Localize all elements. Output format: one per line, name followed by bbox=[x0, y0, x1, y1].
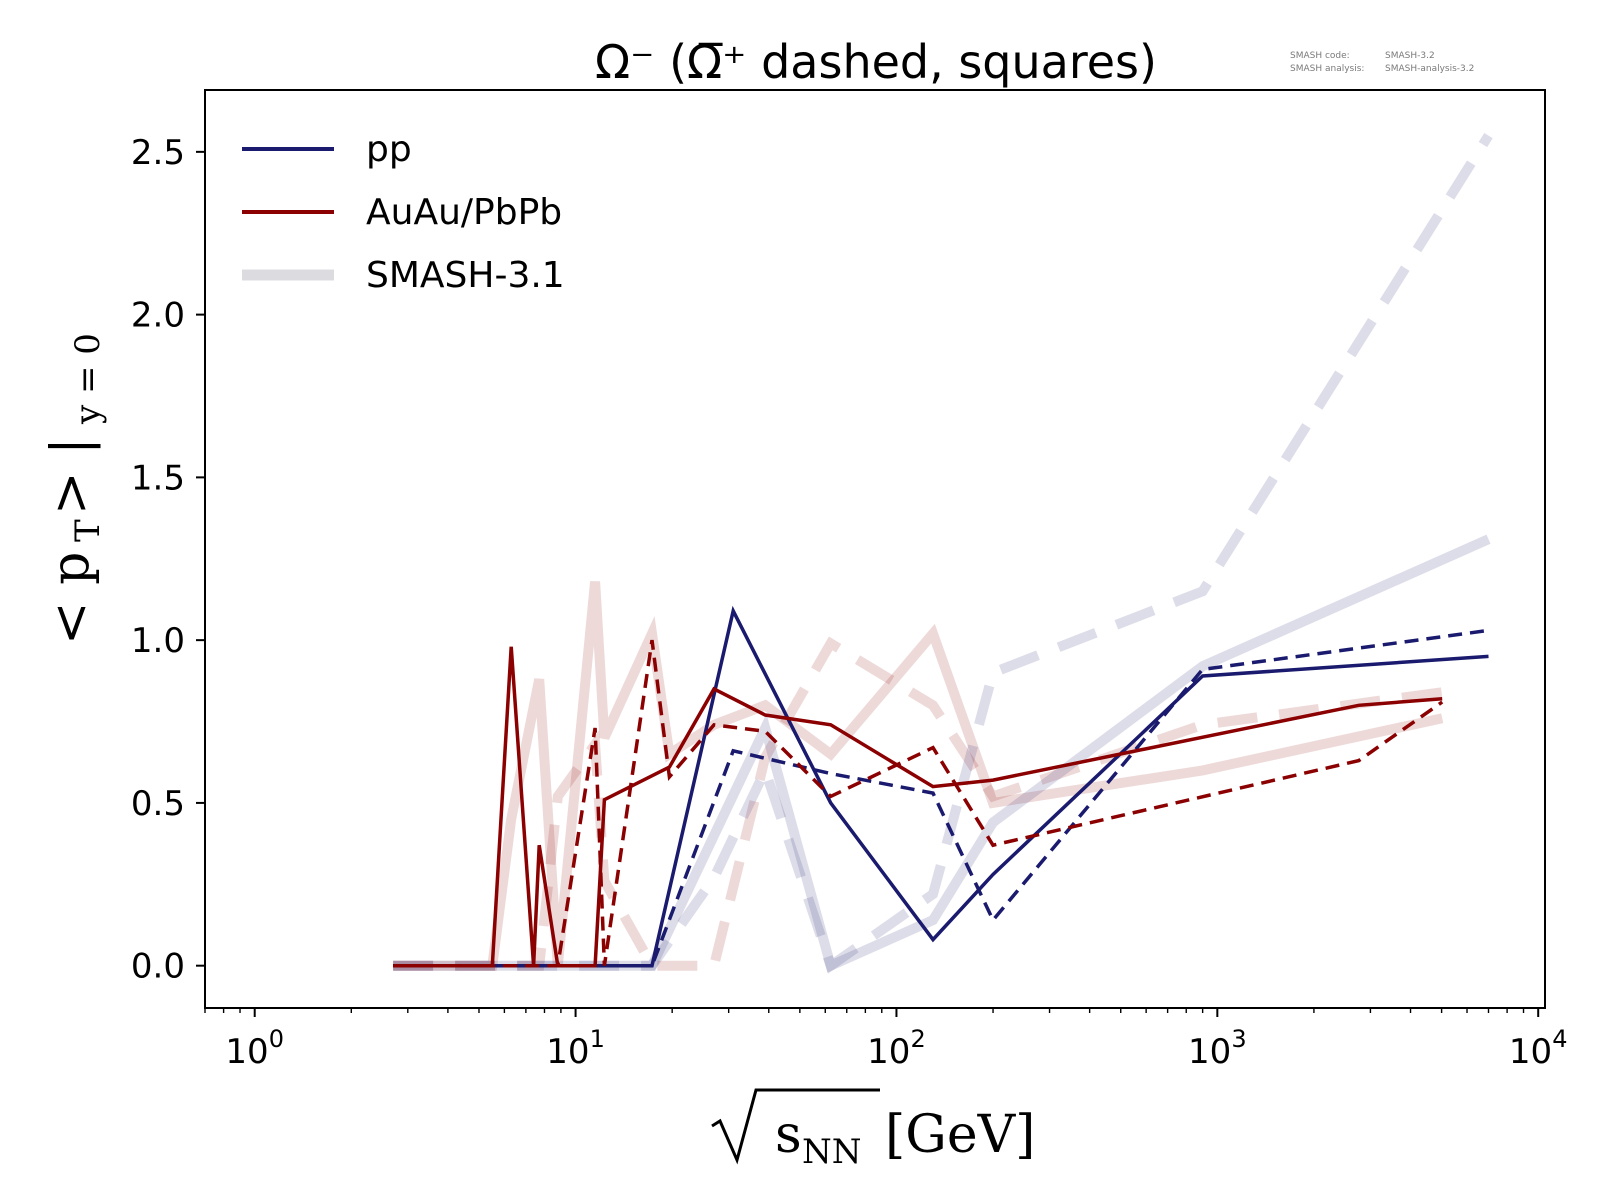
x-tick-label: 100 bbox=[225, 1025, 284, 1072]
y-tick-label: 0.5 bbox=[131, 784, 185, 824]
y-tick-label: 1.0 bbox=[131, 621, 185, 661]
series-line-1 bbox=[393, 628, 1489, 968]
y-tick-label: 2.0 bbox=[131, 296, 185, 336]
x-axis: 100 101 102 103 104 bbox=[204, 1008, 1568, 1072]
y-axis-label-sub-y: y = 0 bbox=[68, 333, 108, 425]
y-axis: 0.0 0.5 1.0 1.5 2.0 2.5 bbox=[131, 133, 205, 987]
legend-label-auau: AuAu/PbPb bbox=[366, 192, 562, 233]
plot-frame bbox=[204, 89, 1546, 1009]
y-tick-label: 1.5 bbox=[131, 458, 185, 498]
y-axis-label-sub-t: T bbox=[68, 519, 108, 542]
chart-title: Ω⁻ (Ω̅⁺ dashed, squares) bbox=[595, 35, 1157, 89]
x-tick-label: 104 bbox=[1509, 1025, 1568, 1072]
x-axis-label-s: s bbox=[775, 1105, 802, 1165]
series-layer bbox=[393, 132, 1493, 974]
legend-label-smash: SMASH-3.1 bbox=[366, 255, 565, 296]
annotation-analysis-value: SMASH-analysis-3.2 bbox=[1385, 64, 1474, 74]
legend: pp AuAu/PbPb SMASH-3.1 bbox=[242, 129, 565, 296]
series-line-6 bbox=[393, 534, 1491, 973]
version-annotation: SMASH code: SMASH-3.2 SMASH analysis: SM… bbox=[1290, 51, 1474, 74]
y-axis-label-prefix: < p bbox=[41, 552, 101, 645]
y-axis-label-suffix: > | bbox=[41, 437, 101, 515]
x-tick-label: 102 bbox=[867, 1025, 926, 1072]
x-axis-label-sub: NN bbox=[802, 1132, 862, 1172]
annotation-code-value: SMASH-3.2 bbox=[1385, 51, 1435, 61]
x-tick-label: 101 bbox=[546, 1025, 605, 1072]
series-line-5 bbox=[393, 636, 1443, 971]
series-line-7 bbox=[393, 132, 1493, 974]
y-axis-label: < p T > | y = 0 bbox=[41, 333, 108, 645]
x-axis-label: s NN [GeV] bbox=[711, 1088, 1035, 1172]
annotation-code-label: SMASH code: bbox=[1290, 51, 1350, 61]
annotation-analysis-label: SMASH analysis: bbox=[1290, 64, 1364, 74]
x-axis-label-unit: [GeV] bbox=[885, 1105, 1035, 1165]
series-line-3 bbox=[393, 639, 1444, 968]
x-tick-label: 103 bbox=[1188, 1025, 1247, 1072]
sqrt-symbol bbox=[711, 1088, 880, 1165]
series-line-2 bbox=[393, 646, 1443, 968]
series-line-4 bbox=[393, 581, 1444, 971]
y-tick-label: 0.0 bbox=[131, 947, 185, 987]
y-tick-label: 2.5 bbox=[131, 133, 185, 173]
legend-label-pp: pp bbox=[366, 129, 412, 170]
